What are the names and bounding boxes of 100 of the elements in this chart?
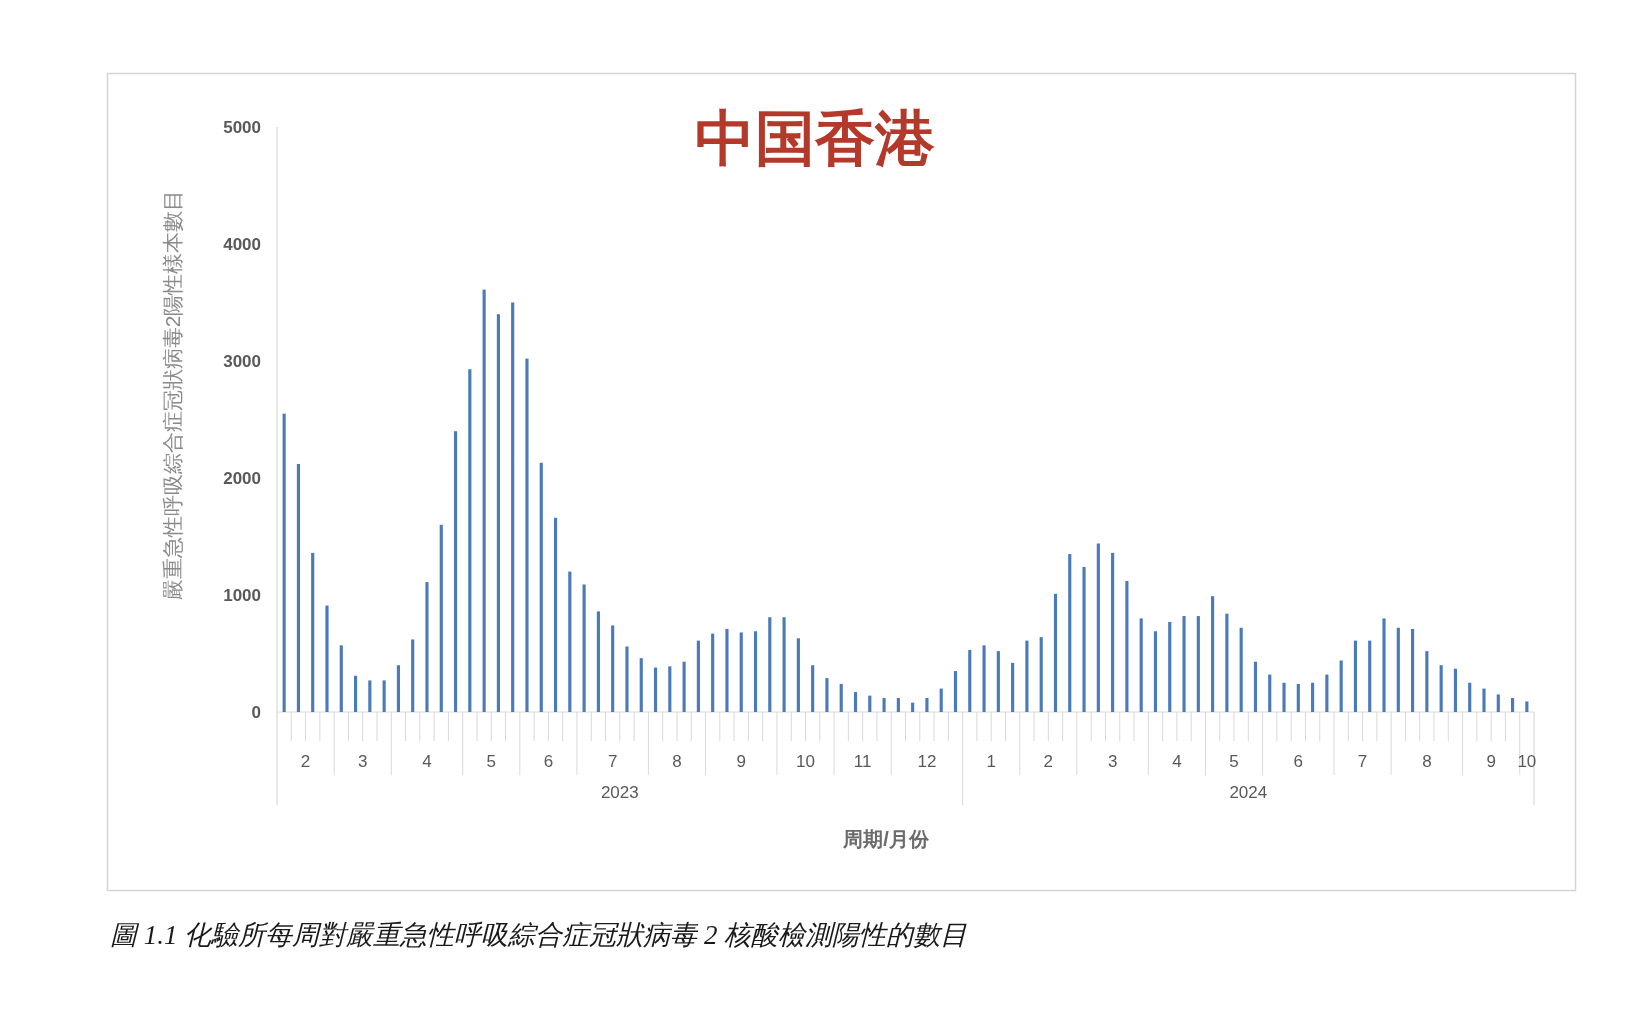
bar: [625, 646, 629, 712]
bar: [1239, 627, 1243, 712]
x-tick-label: 4: [422, 751, 432, 771]
bar: [711, 633, 715, 712]
bar: [811, 665, 815, 712]
bar: [1168, 621, 1172, 712]
bar: [739, 632, 743, 712]
bar: [425, 582, 429, 712]
x-tick-label: 5: [486, 751, 496, 771]
bar: [1439, 665, 1443, 712]
bar: [539, 462, 543, 712]
bar: [1453, 668, 1458, 712]
bar: [1382, 618, 1386, 712]
y-tick-label: 4000: [223, 234, 261, 254]
bar: [911, 702, 915, 712]
bar: [325, 605, 329, 712]
bar: [582, 584, 586, 712]
bar: [839, 683, 843, 712]
bar: [1153, 631, 1158, 712]
x-tick-label: 6: [1293, 751, 1304, 771]
x-tick-label: 9: [1486, 751, 1496, 771]
bar: [382, 680, 386, 712]
bar: [825, 678, 829, 712]
bar: [1196, 616, 1200, 712]
text: 2023: [600, 782, 639, 802]
x-tick-label: 5: [1229, 751, 1239, 771]
bar: [1039, 637, 1043, 712]
bar: [796, 638, 800, 712]
bar: [1511, 697, 1515, 712]
bar: [853, 692, 858, 712]
bar: [1311, 682, 1315, 712]
bar: [1253, 661, 1258, 712]
bar: [311, 552, 315, 712]
bar: [868, 695, 872, 712]
bar: [1225, 613, 1229, 712]
bar: [1353, 640, 1358, 712]
bar: [982, 645, 986, 712]
bar: [553, 517, 558, 712]
bar: [925, 697, 929, 712]
bar: [468, 369, 472, 712]
bar: [1296, 683, 1300, 712]
y-tick-label: 2000: [223, 468, 261, 488]
bar: [525, 358, 529, 712]
bar: [882, 697, 886, 712]
x-tick-label: 3: [1107, 751, 1118, 771]
text: 2024: [1229, 782, 1268, 802]
bar: [939, 688, 943, 712]
caption: 圖 1.1 化驗所每周對嚴重急性呼吸綜合症冠狀病毒 2 核酸檢測陽性的數目: [110, 920, 968, 950]
bar: [1211, 596, 1215, 712]
bar: [653, 667, 658, 712]
bar: [1282, 682, 1286, 712]
bar: [353, 675, 358, 712]
bar: [1096, 543, 1100, 712]
bar: [496, 314, 500, 712]
x-tick-label: 9: [736, 751, 746, 771]
bar: [396, 665, 400, 712]
y-tick-label: 5000: [223, 117, 261, 137]
bar: [682, 661, 686, 712]
x-tick-label: 12: [917, 751, 937, 771]
bar: [696, 640, 700, 712]
bar: [411, 639, 415, 712]
bar: [1011, 662, 1015, 712]
bar: [782, 617, 786, 712]
bar: [953, 671, 958, 712]
bar: [1325, 674, 1329, 712]
bar: [668, 666, 672, 712]
bar: [368, 680, 372, 712]
bar: [1139, 618, 1143, 712]
bar: [511, 302, 515, 712]
bar: [639, 658, 643, 712]
bar: [1068, 554, 1072, 712]
bar: [1468, 682, 1472, 712]
bar: [996, 651, 1000, 712]
x-tick-label: 1: [986, 751, 996, 771]
bar: [1111, 552, 1115, 712]
x-tick-label: 4: [1172, 751, 1182, 771]
x-axis-title: 周期/月份: [842, 828, 930, 850]
bar: [1053, 593, 1058, 712]
bar: [1025, 640, 1029, 712]
x-tick-label: 7: [1357, 751, 1368, 771]
x-tick-label: 2: [1043, 751, 1054, 771]
bar: [282, 413, 286, 712]
bar: [1425, 651, 1429, 712]
bar: [1082, 566, 1086, 712]
y-tick-label: 1000: [223, 585, 261, 605]
y-tick-label: 3000: [223, 351, 261, 371]
x-tick-label: 10: [1517, 751, 1537, 771]
chart-title: 中国香港: [695, 104, 935, 172]
x-tick-label: 11: [853, 751, 872, 771]
x-tick-label: 8: [1422, 751, 1432, 771]
bar: [439, 524, 443, 712]
x-tick-label: 8: [672, 751, 682, 771]
bar: [1339, 660, 1343, 712]
bar: [725, 628, 729, 712]
bar: [896, 697, 900, 712]
bar: [1482, 688, 1486, 712]
bar: [482, 289, 486, 712]
bar: [568, 571, 572, 712]
x-tick-label: 10: [796, 751, 815, 771]
bar: [1396, 627, 1400, 712]
